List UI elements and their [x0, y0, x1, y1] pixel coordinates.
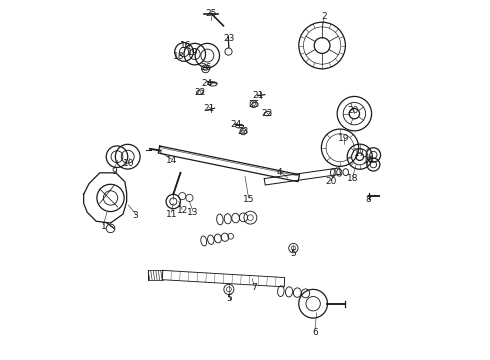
Text: 16: 16: [180, 41, 192, 50]
Text: 18: 18: [173, 52, 184, 61]
Text: 18: 18: [347, 174, 358, 183]
Text: 9: 9: [111, 167, 117, 176]
Text: 5: 5: [291, 249, 296, 258]
Text: 2: 2: [321, 12, 327, 21]
Text: 25: 25: [248, 100, 260, 109]
Text: 7: 7: [251, 283, 257, 292]
Text: 21: 21: [252, 91, 263, 100]
Text: 20: 20: [347, 105, 358, 114]
Text: 4: 4: [276, 168, 282, 177]
Text: 22: 22: [261, 109, 272, 118]
Text: 8: 8: [366, 195, 371, 204]
Text: 12: 12: [176, 206, 188, 215]
Text: 3: 3: [133, 211, 139, 220]
Text: 22: 22: [195, 87, 206, 96]
Text: 6: 6: [312, 328, 318, 337]
Text: 17: 17: [354, 149, 366, 158]
Text: 5: 5: [226, 294, 232, 303]
Text: 15: 15: [243, 195, 254, 204]
Text: 20: 20: [325, 177, 337, 186]
Text: 1: 1: [100, 222, 106, 231]
Text: 23: 23: [238, 127, 249, 136]
Text: 25: 25: [205, 9, 217, 18]
Text: 21: 21: [203, 104, 215, 113]
Text: 16: 16: [363, 156, 374, 165]
Text: 14: 14: [166, 156, 177, 165]
Text: 23: 23: [223, 34, 235, 43]
Text: 11: 11: [166, 210, 177, 219]
Text: 26: 26: [200, 63, 211, 72]
Text: 13: 13: [187, 208, 199, 217]
Text: 10: 10: [122, 159, 134, 168]
Text: 19: 19: [187, 48, 199, 57]
Text: 24: 24: [230, 120, 242, 129]
Text: 24: 24: [202, 79, 213, 88]
Text: 19: 19: [338, 134, 349, 143]
